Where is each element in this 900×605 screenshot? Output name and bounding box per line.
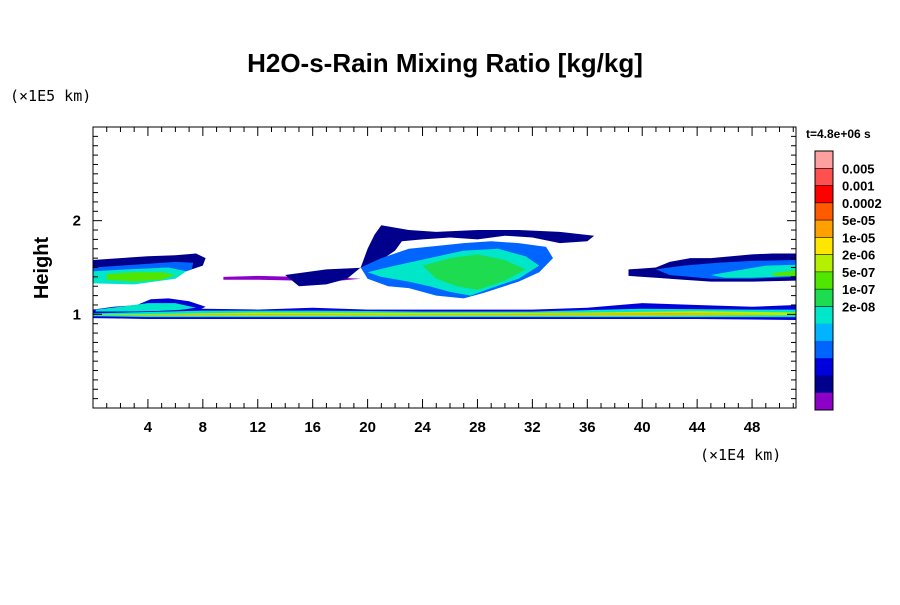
colorbar-swatch — [815, 185, 833, 204]
x-tick-label: 36 — [579, 419, 596, 436]
colorbar-tick-label: 5e-07 — [842, 265, 875, 280]
contour-region-7 — [285, 225, 595, 287]
x-tick-label: 32 — [524, 419, 541, 436]
x-tick-label: 20 — [359, 419, 376, 436]
colorbar-tick-label: 0.0002 — [842, 196, 882, 211]
colorbar-tick-label: 2e-08 — [842, 299, 875, 314]
contour-region-18 — [120, 313, 780, 315]
colorbar-swatch — [815, 375, 833, 394]
x-tick-label: 24 — [414, 419, 431, 436]
contour-region-5 — [95, 303, 196, 312]
contour-region-14 — [772, 270, 796, 276]
x-tick-label: 4 — [144, 419, 153, 436]
colorbar-swatch — [815, 306, 833, 325]
colorbar-tick-label: 2e-06 — [842, 248, 875, 263]
colorbar-swatch — [815, 340, 833, 359]
x-tick-label: 48 — [744, 419, 761, 436]
colorbar-tick-label: 1e-07 — [842, 282, 875, 297]
colorbar-swatch — [815, 220, 833, 238]
colorbar-swatch — [815, 237, 833, 256]
time-label: t=4.8e+06 s — [806, 127, 871, 141]
x-tick-label: 28 — [469, 419, 486, 436]
contour-group — [93, 225, 796, 320]
x-tick-label: 12 — [249, 419, 266, 436]
colorbar-swatch — [815, 168, 833, 187]
colorbar: 0.005 0.001 0.0002 5e-05 1e-05 2e-06 5e-07 1e-0… — [814, 150, 882, 411]
contour-region-10 — [422, 254, 526, 290]
colorbar-swatch — [815, 289, 833, 307]
y-tick-label: 1 — [73, 306, 81, 323]
colorbar-swatch — [815, 358, 833, 376]
colorbar-tick-label: 0.001 — [842, 179, 875, 194]
colorbar-swatch — [815, 151, 833, 169]
contour-region-3 — [106, 272, 176, 282]
x-tick-label: 16 — [304, 419, 321, 436]
colorbar-swatch — [815, 323, 833, 342]
y-unit-label: (×1E5 km) — [10, 87, 91, 105]
y-axis-label: Height — [31, 237, 53, 300]
x-tick-label: 40 — [634, 419, 651, 436]
x-unit-label: (×1E4 km) — [700, 446, 781, 464]
x-tick-label: 8 — [199, 419, 207, 436]
colorbar-tick-label: 5e-05 — [842, 213, 875, 228]
y-tick-label: 2 — [73, 213, 81, 230]
colorbar-frame — [814, 150, 834, 411]
colorbar-swatch — [815, 271, 833, 290]
colorbar-swatch — [815, 254, 833, 273]
plot-area — [93, 225, 796, 320]
x-tick-label: 44 — [689, 419, 706, 436]
colorbar-tick-label: 1e-05 — [842, 230, 875, 245]
colorbar-swatch — [815, 392, 833, 411]
chart-title: H2O-s-Rain Mixing Ratio [kg/kg] — [247, 48, 643, 78]
colorbar-tick-label: 0.005 — [842, 161, 875, 176]
colorbar-swatch — [815, 202, 833, 221]
